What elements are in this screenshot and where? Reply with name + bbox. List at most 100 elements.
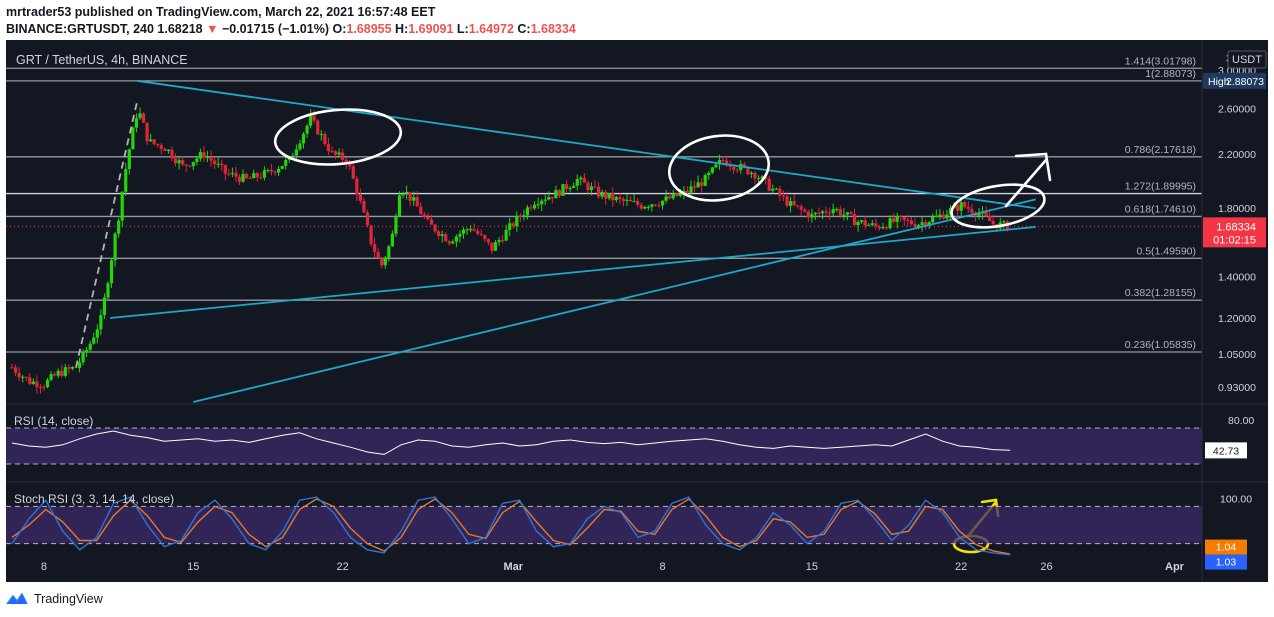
candle-body xyxy=(124,169,128,192)
candle-body xyxy=(966,207,970,209)
candle-body xyxy=(358,194,362,201)
candle-body xyxy=(284,159,288,166)
candle-body xyxy=(365,212,370,226)
x-tick-label: 22 xyxy=(955,561,967,573)
candle-body xyxy=(803,209,807,212)
rsi-upper-tick: 80.00 xyxy=(1228,415,1254,427)
tradingview-logo[interactable]: TradingView xyxy=(6,592,103,606)
candle-body xyxy=(17,372,21,378)
candle-body xyxy=(710,167,714,173)
footer: TradingView xyxy=(0,584,1274,617)
candle-body xyxy=(10,367,14,369)
candle-body xyxy=(785,196,789,206)
candle-body xyxy=(589,186,594,191)
x-tick-label: 22 xyxy=(336,561,348,573)
candle-body xyxy=(106,283,110,298)
currency-button[interactable] xyxy=(1227,50,1267,69)
trendline[interactable] xyxy=(137,80,1036,210)
candle-body xyxy=(767,178,771,191)
x-tick-label: Apr xyxy=(1165,561,1185,573)
currency-label[interactable]: USDT xyxy=(1232,54,1262,66)
candle-body xyxy=(24,376,28,378)
symbol-ohlc-line: BINANCE:GRTUSDT, 240 1.68218 ▼ −0.01715 … xyxy=(6,22,576,36)
candle-body xyxy=(902,217,906,220)
candle-body xyxy=(835,209,839,211)
candle-body xyxy=(867,224,871,226)
candle-body xyxy=(696,182,700,188)
x-tick-label: 8 xyxy=(660,561,666,573)
candle-body xyxy=(490,242,494,251)
candle-body xyxy=(181,160,185,165)
candle-body xyxy=(337,152,341,155)
candle-body xyxy=(291,155,295,157)
candle-body xyxy=(717,160,722,165)
candle-body xyxy=(518,215,522,217)
candle-body xyxy=(397,195,402,217)
candle-body xyxy=(301,133,306,144)
candle-body xyxy=(330,151,334,153)
candle-body xyxy=(191,161,195,167)
price-chart-svg[interactable]: 1.414(3.01798)1(2.88073) 0.786(2.17618) 1.… xyxy=(6,40,1268,582)
candle-body xyxy=(963,202,967,208)
candle-body xyxy=(568,187,572,190)
fib-label: 1(2.88073) xyxy=(1145,68,1196,80)
candle-body xyxy=(860,220,864,222)
candle-body xyxy=(845,212,850,215)
trendline[interactable] xyxy=(110,225,1036,319)
candle-body xyxy=(259,177,263,179)
candle-body xyxy=(156,143,160,146)
candle-body xyxy=(369,225,373,245)
candle-body xyxy=(216,163,220,165)
close-label: C: xyxy=(517,22,531,36)
candle-body xyxy=(543,199,547,201)
candle-body xyxy=(820,211,825,214)
candle-body xyxy=(611,192,615,201)
candle-body xyxy=(646,206,650,208)
candle-body xyxy=(131,127,135,150)
chart-area[interactable]: 1.414(3.01798) 1(2.88073) 0.786(2.17618) 1.… xyxy=(6,40,1268,582)
candle-body xyxy=(1005,221,1009,231)
candle-body xyxy=(195,158,199,162)
candle-body xyxy=(205,156,210,158)
candle-body xyxy=(852,213,857,226)
candle-body xyxy=(269,169,274,172)
candle-body xyxy=(554,190,558,199)
y-tick-label: 0.93000 xyxy=(1218,382,1256,394)
trendline[interactable] xyxy=(193,198,1037,403)
candle-body xyxy=(42,387,46,389)
candle-body xyxy=(376,251,380,259)
candle-body xyxy=(493,242,498,251)
fib-label: 0.5(1.49590) xyxy=(1136,245,1196,257)
candle-body xyxy=(988,215,992,221)
rsi-label: RSI (14, close) xyxy=(14,414,93,428)
candle-body xyxy=(906,219,910,221)
candle-body xyxy=(127,149,131,170)
candle-body xyxy=(401,193,405,196)
candle-body xyxy=(970,208,974,213)
candle-body xyxy=(60,370,64,376)
candle-body xyxy=(927,222,931,226)
candle-body xyxy=(504,229,508,241)
candle-body xyxy=(525,207,530,216)
candle-body xyxy=(461,229,466,234)
candle-body xyxy=(532,204,537,209)
candle-body xyxy=(433,224,437,232)
candle-body xyxy=(522,215,526,217)
candle-body xyxy=(145,122,149,142)
candle-body xyxy=(426,216,430,220)
candle-body xyxy=(721,160,725,162)
candle-body xyxy=(756,178,761,180)
arrow-up-annotation-icon xyxy=(1004,152,1052,208)
candle-body xyxy=(579,177,583,180)
candle-body xyxy=(355,178,359,195)
candle-body xyxy=(237,176,242,182)
candle-body xyxy=(760,176,764,179)
candle-body xyxy=(796,205,800,207)
candle-body xyxy=(714,164,718,168)
candle-body xyxy=(223,165,227,174)
candle-body xyxy=(991,220,995,225)
candle-body xyxy=(319,133,323,135)
stoch-k-value: 1.03 xyxy=(1216,557,1237,569)
countdown-value: 01:02:15 xyxy=(1213,234,1256,246)
candle-body xyxy=(74,367,78,369)
